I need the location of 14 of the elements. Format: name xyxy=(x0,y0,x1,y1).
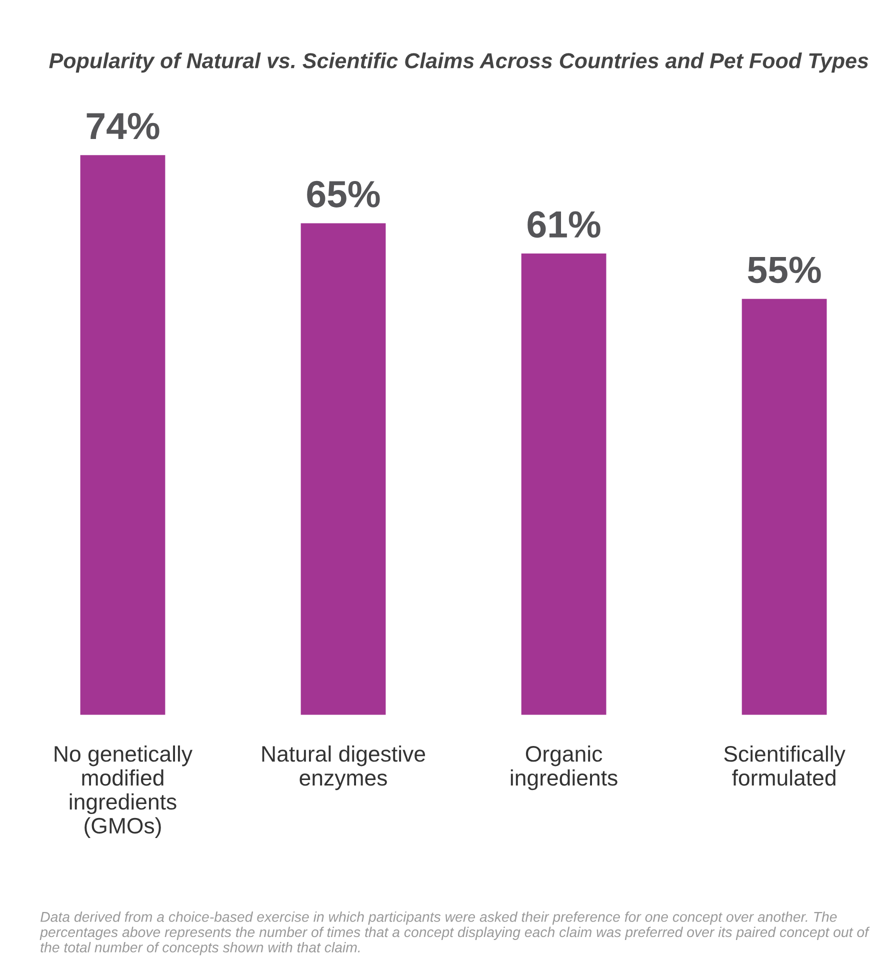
chart-title: Popularity of Natural vs. Scientific Claims Across Countries and Pet Food Types xyxy=(49,52,868,73)
bar xyxy=(742,298,827,715)
data-label: 74% xyxy=(86,112,160,140)
bar xyxy=(80,155,166,715)
x-tick-label: Natural digestive enzymes xyxy=(262,745,426,790)
x-tick-label: No genetically modified ingredients (GMOs) xyxy=(54,745,192,838)
data-label: 55% xyxy=(748,256,821,284)
bar xyxy=(521,253,606,715)
x-tick-label: Scientifically formulated xyxy=(724,745,846,786)
text: Data derived from a choice-based exercise in which participants were asked their preference for one concept over another. The percentages above represents the number of times that a concept displaying each claim was preferred over its paired concept out of the total number of concepts shown with that claim. xyxy=(40,911,870,956)
data-label: 61% xyxy=(528,211,600,238)
data-label: 65% xyxy=(307,180,380,208)
x-tick-label: Organic ingredients xyxy=(510,745,618,790)
bar xyxy=(300,223,386,715)
